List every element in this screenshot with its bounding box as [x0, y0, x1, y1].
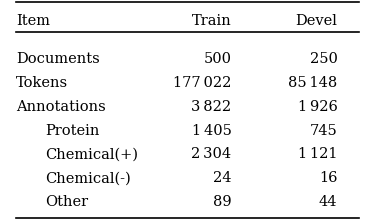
Text: Chemical(-): Chemical(-) [45, 171, 131, 185]
Text: Train: Train [192, 14, 231, 28]
Text: 89: 89 [213, 195, 231, 209]
Text: 1 121: 1 121 [298, 147, 337, 162]
Text: 85 148: 85 148 [288, 76, 337, 90]
Text: Annotations: Annotations [16, 100, 106, 114]
Text: 500: 500 [204, 52, 231, 66]
Text: Protein: Protein [45, 124, 100, 138]
Text: 16: 16 [319, 171, 337, 185]
Text: 1 926: 1 926 [297, 100, 337, 114]
Text: 3 822: 3 822 [191, 100, 231, 114]
Text: 2 304: 2 304 [191, 147, 231, 162]
Text: 44: 44 [319, 195, 337, 209]
Text: 177 022: 177 022 [173, 76, 231, 90]
Text: Tokens: Tokens [16, 76, 68, 90]
Text: Chemical(+): Chemical(+) [45, 147, 138, 162]
Text: Documents: Documents [16, 52, 100, 66]
Text: 745: 745 [309, 124, 337, 138]
Text: 24: 24 [213, 171, 231, 185]
Text: Other: Other [45, 195, 88, 209]
Text: Item: Item [16, 14, 50, 28]
Text: 1 405: 1 405 [192, 124, 231, 138]
Text: 250: 250 [309, 52, 337, 66]
Text: Devel: Devel [296, 14, 337, 28]
